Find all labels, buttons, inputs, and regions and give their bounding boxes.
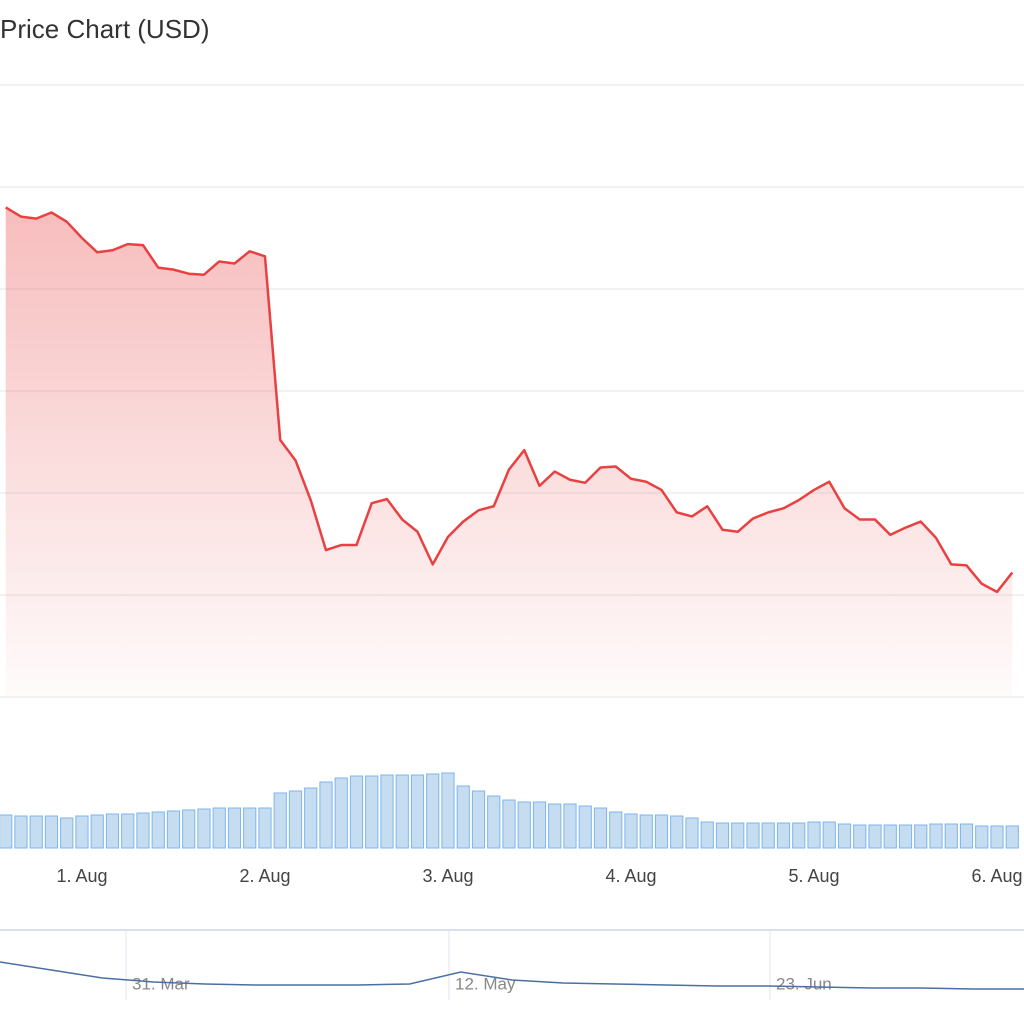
volume-bar xyxy=(60,817,74,849)
volume-bar xyxy=(609,811,623,849)
volume-bar xyxy=(761,822,775,849)
volume-bar xyxy=(670,815,684,849)
volume-bar xyxy=(700,821,714,849)
volume-bar xyxy=(258,807,272,849)
volume-bar xyxy=(288,790,303,849)
volume-bar xyxy=(75,815,89,849)
volume-bar xyxy=(395,774,409,849)
x-tick-label: 5. Aug xyxy=(788,866,839,886)
x-tick-label: 4. Aug xyxy=(605,866,656,886)
volume-bar xyxy=(563,803,577,849)
volume-bar xyxy=(837,823,852,849)
volume-bar xyxy=(502,799,516,849)
volume-bar xyxy=(868,824,882,849)
volume-bar xyxy=(319,781,333,849)
volume-bar xyxy=(243,807,257,849)
volume-bar xyxy=(578,805,592,849)
volume-bar xyxy=(471,790,486,849)
volume-bar xyxy=(807,821,821,849)
volume-bar xyxy=(304,787,318,849)
volume-bar xyxy=(44,815,59,849)
navigator-label: 12. May xyxy=(455,974,516,993)
volume-bar xyxy=(29,815,43,849)
volume-bar xyxy=(532,801,547,849)
volume-bar xyxy=(624,813,638,849)
volume-bar xyxy=(14,815,28,849)
volume-bar xyxy=(929,823,943,849)
volume-bar xyxy=(380,774,394,849)
volume-bar xyxy=(0,814,13,849)
volume-bar xyxy=(1005,825,1019,849)
volume-bar xyxy=(136,812,150,849)
volume-bar xyxy=(410,774,425,849)
navigator-line xyxy=(0,961,1024,990)
volume-bar xyxy=(914,824,928,849)
volume-bar xyxy=(182,809,196,849)
navigator-label: 31. Mar xyxy=(132,974,190,993)
volume-bar xyxy=(151,811,165,849)
volume-bar xyxy=(746,822,760,849)
volume-bar xyxy=(212,807,226,849)
volume-bar xyxy=(990,825,1004,849)
volume-bar xyxy=(639,814,653,849)
navigator-label: 23. Jun xyxy=(776,974,832,993)
volume-bar xyxy=(121,813,135,849)
volume-bar xyxy=(441,772,455,849)
x-tick-label: 6. Aug xyxy=(971,866,1022,886)
volume-bar xyxy=(792,822,806,849)
x-tick-label: 2. Aug xyxy=(239,866,290,886)
price-line xyxy=(5,206,1014,594)
volume-bar xyxy=(715,822,730,849)
volume-bar xyxy=(959,823,974,849)
volume-bar xyxy=(593,807,608,849)
volume-bar xyxy=(517,801,531,849)
volume-bar xyxy=(105,813,120,849)
volume-bar xyxy=(426,773,440,849)
volume-bar xyxy=(776,822,791,849)
volume-bar xyxy=(944,823,958,849)
volume-bar xyxy=(273,792,287,849)
volume-bar xyxy=(456,785,470,849)
volume-bar xyxy=(654,814,669,849)
volume-bar xyxy=(731,822,745,849)
volume-bar xyxy=(349,775,364,849)
chart-title: Price Chart (USD) xyxy=(0,14,209,44)
volume-bar xyxy=(853,824,867,849)
price-area xyxy=(5,207,1013,697)
volume-bar xyxy=(197,808,211,849)
volume-bar xyxy=(548,803,562,849)
volume-bar xyxy=(334,777,348,849)
volume-bar xyxy=(365,775,379,849)
volume-bar xyxy=(90,814,104,849)
x-tick-label: 3. Aug xyxy=(422,866,473,886)
x-tick-label: 1. Aug xyxy=(56,866,107,886)
volume-bar xyxy=(487,795,501,849)
volume-bar xyxy=(975,825,989,849)
volume-bar xyxy=(883,824,897,849)
volume-bar xyxy=(822,821,836,849)
volume-bar xyxy=(685,817,699,849)
volume-bar xyxy=(166,810,181,849)
volume-bar xyxy=(227,807,242,849)
volume-bar xyxy=(898,824,913,849)
